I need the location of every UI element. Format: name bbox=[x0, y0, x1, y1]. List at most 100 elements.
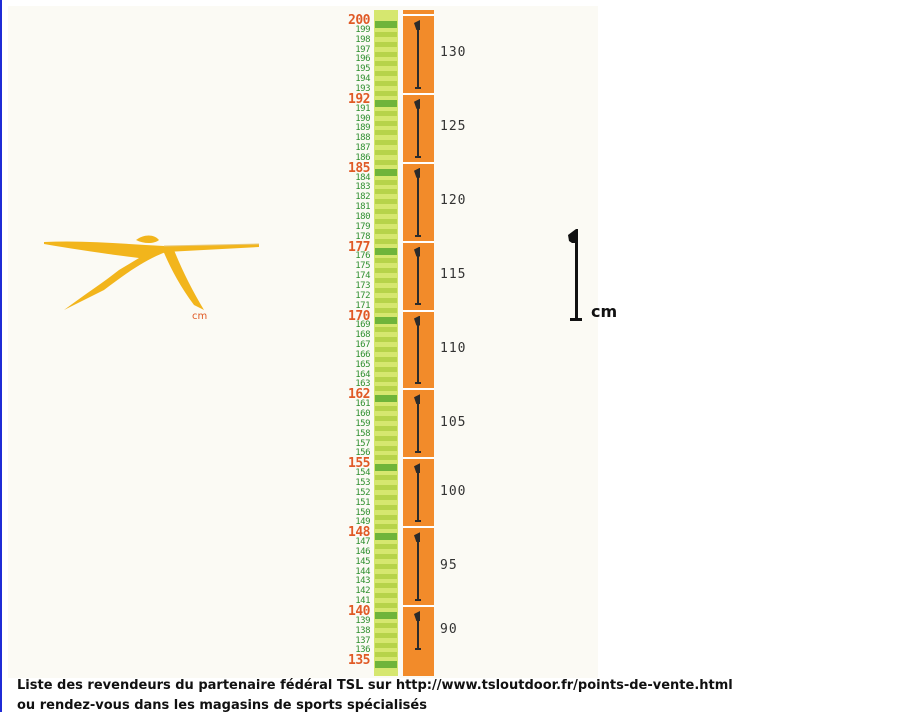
height-tick bbox=[375, 219, 397, 224]
retailer-note-line-1: Liste des revendeurs du partenaire fédér… bbox=[17, 678, 733, 693]
height-tick bbox=[375, 464, 397, 472]
height-tick bbox=[375, 573, 397, 579]
height-tick bbox=[375, 81, 397, 87]
height-tick bbox=[375, 406, 397, 412]
height-tick bbox=[375, 356, 397, 362]
pole-shaft bbox=[417, 619, 419, 649]
height-label: 144 bbox=[355, 566, 370, 577]
height-label: 164 bbox=[355, 369, 370, 380]
height-label: 148 bbox=[348, 525, 370, 541]
height-tick bbox=[375, 168, 397, 176]
height-label: 152 bbox=[355, 487, 370, 498]
pole-shaft bbox=[417, 28, 419, 87]
pole-band bbox=[403, 388, 434, 457]
pole-band bbox=[403, 240, 434, 310]
height-label: 198 bbox=[355, 34, 370, 45]
height-label: 137 bbox=[355, 635, 370, 646]
height-label: 187 bbox=[355, 143, 370, 154]
height-tick bbox=[375, 593, 397, 599]
height-tick bbox=[375, 297, 397, 303]
height-label: 174 bbox=[355, 271, 370, 282]
height-label: 155 bbox=[348, 456, 370, 472]
height-tick bbox=[375, 287, 397, 293]
pole-handle-icon bbox=[414, 98, 420, 109]
height-tick bbox=[375, 632, 397, 638]
height-label: 180 bbox=[355, 212, 370, 222]
pole-length-label: 125 bbox=[440, 119, 467, 135]
pole-band-divider bbox=[403, 161, 434, 164]
pole-size-chart bbox=[8, 6, 598, 678]
height-label: 138 bbox=[355, 625, 370, 636]
runner-unit-label: cm bbox=[192, 311, 208, 322]
pole-tip bbox=[415, 155, 421, 158]
height-tick bbox=[375, 71, 397, 77]
height-label: 181 bbox=[355, 202, 370, 213]
height-tick bbox=[375, 603, 397, 609]
height-tick bbox=[375, 31, 397, 37]
height-tick bbox=[375, 189, 397, 195]
runner-icon bbox=[44, 235, 259, 310]
height-tick bbox=[375, 642, 397, 648]
pole-handle-icon bbox=[414, 463, 420, 474]
height-label: 171 bbox=[355, 300, 370, 311]
legend-unit-label: cm bbox=[591, 302, 618, 321]
height-label: 175 bbox=[355, 261, 370, 272]
height-tick bbox=[375, 612, 397, 619]
pole-shaft bbox=[417, 471, 419, 521]
pole-length-label: 90 bbox=[440, 621, 458, 637]
pole-length-label: 100 bbox=[440, 483, 467, 499]
pole-length-label: 110 bbox=[440, 340, 467, 356]
pole-bar bbox=[403, 10, 434, 676]
height-tick bbox=[375, 120, 397, 126]
height-tick bbox=[375, 247, 397, 255]
height-label: 136 bbox=[355, 645, 370, 656]
height-tick bbox=[375, 425, 397, 431]
height-label: 140 bbox=[348, 604, 370, 619]
pole-band-divider bbox=[403, 92, 434, 95]
height-label: 195 bbox=[355, 64, 370, 75]
pole-handle-icon bbox=[414, 315, 420, 326]
height-tick bbox=[375, 544, 397, 550]
height-tick bbox=[375, 238, 397, 244]
height-label: 162 bbox=[348, 387, 370, 403]
height-tick bbox=[375, 278, 397, 284]
height-label: 182 bbox=[355, 192, 370, 203]
height-tick bbox=[375, 61, 397, 67]
height-label: 190 bbox=[355, 113, 370, 124]
pole-length-label: 95 bbox=[440, 557, 458, 573]
height-tick bbox=[375, 337, 397, 343]
height-label: 199 bbox=[355, 24, 370, 35]
pole-band bbox=[403, 526, 434, 605]
height-tick bbox=[375, 504, 397, 510]
height-label: 178 bbox=[355, 231, 370, 242]
height-tick bbox=[375, 268, 397, 274]
pole-band-divider bbox=[403, 14, 434, 16]
pole-handle-icon bbox=[414, 394, 420, 405]
height-tick bbox=[375, 90, 397, 96]
height-label: 184 bbox=[355, 172, 370, 183]
pole-tip bbox=[415, 648, 421, 651]
height-tick bbox=[375, 376, 397, 382]
retailer-note: Liste des revendeurs du partenaire fédér… bbox=[17, 676, 877, 716]
height-tick bbox=[375, 553, 397, 559]
height-label: 197 bbox=[355, 44, 370, 55]
height-label: 176 bbox=[355, 251, 370, 262]
height-tick bbox=[375, 366, 397, 372]
height-tick bbox=[375, 622, 397, 628]
height-label: 183 bbox=[355, 182, 370, 193]
height-label: 189 bbox=[355, 123, 370, 134]
pole-band bbox=[403, 457, 434, 526]
height-tick bbox=[375, 209, 397, 215]
height-label: 157 bbox=[355, 438, 370, 449]
pole-band-divider bbox=[403, 240, 434, 243]
height-tick bbox=[375, 150, 397, 156]
height-tick bbox=[375, 21, 397, 28]
height-tick bbox=[375, 652, 397, 658]
height-tick bbox=[375, 307, 397, 313]
height-label: 168 bbox=[355, 330, 370, 341]
pole-length-label: 120 bbox=[440, 193, 467, 209]
height-tick bbox=[375, 484, 397, 490]
pole-band-divider bbox=[403, 388, 434, 391]
pole-band bbox=[403, 92, 434, 162]
